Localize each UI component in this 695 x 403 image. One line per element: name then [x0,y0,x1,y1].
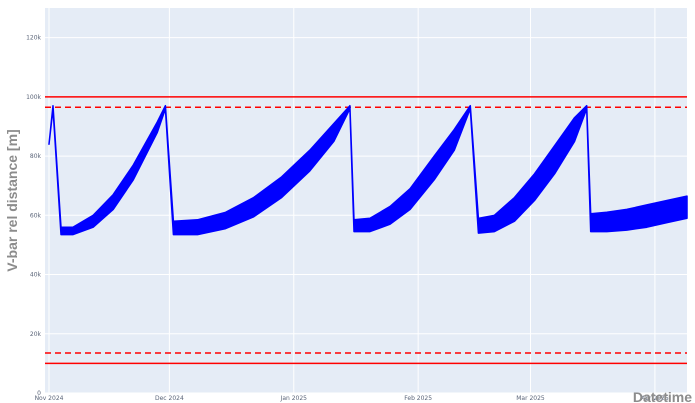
y-axis-title: V-bar rel distance [m] [4,129,20,271]
y-tick-label: 40k [30,272,42,279]
distance-band [48,104,688,236]
series [48,104,688,236]
x-tick-label: Jan 2025 [280,395,308,402]
x-tick-label: Mar 2025 [516,395,545,402]
plot-area [45,8,687,393]
x-tick-label: Apr 2025 [641,395,669,402]
y-tick-label: 20k [30,331,42,338]
reference-lines [45,96,687,365]
x-tick-label: Nov 2024 [35,395,64,402]
x-tick-label: Dec 2024 [155,395,184,402]
y-tick-label: 120k [26,35,41,42]
y-tick-label: 0 [37,390,41,397]
y-tick-label: 80k [30,153,42,160]
axis-ticks: 0 20k 40k 60k 80k 100k 120k Nov 2024 Dec 2024 Jan… [26,35,669,402]
y-tick-label: 60k [30,212,42,219]
x-axis-title: Datetime [633,389,692,403]
x-tick-label: Feb 2025 [404,395,432,402]
y-tick-label: 100k [26,94,41,101]
